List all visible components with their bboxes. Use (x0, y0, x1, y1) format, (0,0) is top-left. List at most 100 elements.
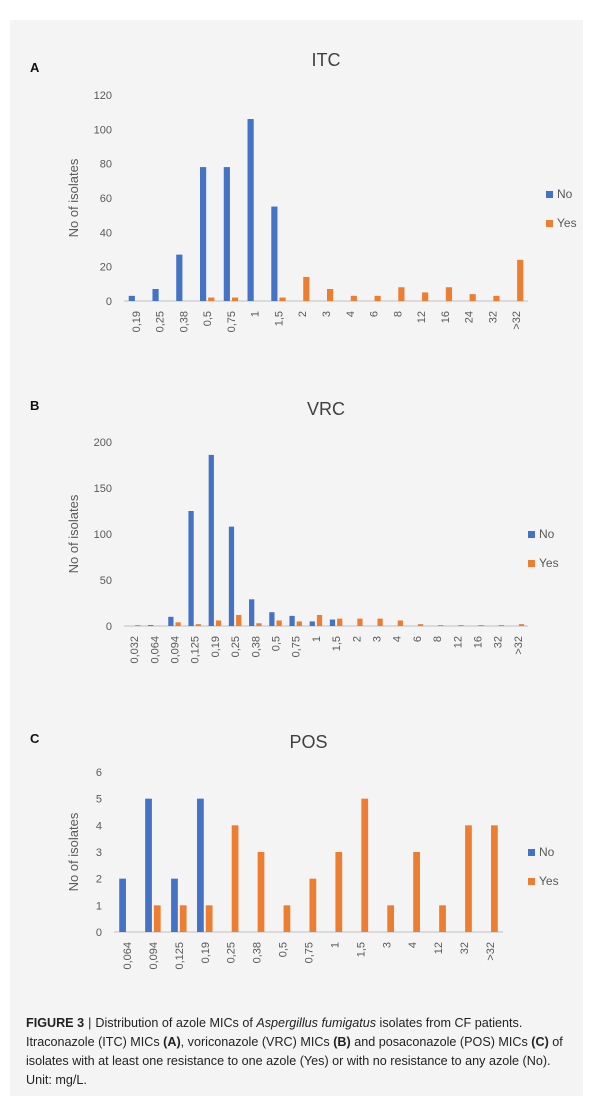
bar-yes (309, 878, 317, 932)
bar-yes (357, 618, 363, 626)
x-tick-label: 32 (459, 942, 471, 954)
figure-panel (10, 20, 583, 1096)
bar-no (223, 167, 230, 301)
bar-yes (439, 905, 446, 932)
x-tick-label: 0,5 (271, 636, 283, 651)
bar-no (309, 621, 315, 626)
bar-yes (337, 618, 343, 626)
bar-no (208, 454, 214, 626)
bar-yes (493, 295, 500, 301)
x-tick-label: 12 (416, 311, 428, 323)
x-tick-label: 24 (464, 311, 476, 323)
x-tick-label: 1,5 (273, 311, 285, 326)
bar-yes (377, 618, 383, 626)
x-tick-label: 4 (407, 942, 419, 948)
bar-yes (327, 288, 334, 301)
x-tick-label: >32 (511, 311, 523, 330)
bar-yes (478, 625, 484, 626)
bar-yes (231, 825, 239, 932)
y-axis-label: No of isolates (66, 158, 81, 237)
y-tick-label: 80 (100, 159, 112, 171)
panel-letter-b: B (30, 398, 40, 413)
x-tick-label: 3 (372, 636, 384, 642)
y-tick-label: 50 (100, 575, 112, 587)
chart-title: VRC (307, 399, 345, 419)
y-tick-label: 20 (100, 262, 112, 274)
x-tick-label: 1 (250, 311, 262, 317)
bar-yes (350, 295, 357, 301)
y-tick-label: 4 (96, 820, 102, 832)
y-tick-label: 200 (94, 437, 112, 449)
x-tick-label: 0,25 (155, 311, 167, 332)
bar-yes (296, 621, 302, 626)
x-tick-label: 0,38 (252, 942, 264, 963)
x-tick-label: >32 (513, 636, 525, 655)
caption-species: Aspergillus fumigatus (256, 1016, 377, 1030)
bar-no (148, 625, 154, 626)
bar-no (145, 798, 152, 932)
x-tick-label: 0,094 (148, 942, 160, 970)
bar-yes (153, 905, 161, 932)
x-tick-label: 4 (345, 311, 357, 317)
bar-yes (469, 294, 476, 301)
chart-title: ITC (312, 50, 341, 70)
y-tick-label: 150 (94, 483, 112, 495)
legend-swatch-no (528, 531, 535, 538)
chart-title: POS (289, 732, 327, 752)
legend-swatch-yes (546, 220, 553, 227)
x-tick-label: 0,5 (278, 942, 290, 957)
x-tick-label: 0,75 (291, 636, 303, 657)
bar-no (188, 511, 194, 626)
x-tick-label: 32 (493, 636, 505, 648)
bar-no (128, 295, 135, 301)
x-tick-label: 0,75 (304, 942, 316, 963)
x-tick-label: 0,125 (174, 942, 186, 970)
bar-yes (517, 259, 524, 301)
x-tick-label: 32 (487, 311, 499, 323)
y-tick-label: 3 (96, 847, 102, 859)
bar-yes (179, 905, 187, 932)
y-tick-label: 0 (96, 927, 102, 939)
bar-no (249, 599, 255, 626)
bar-yes (465, 825, 472, 932)
y-tick-label: 0 (106, 621, 112, 633)
bar-no (199, 167, 207, 301)
panel-letter-c: C (30, 731, 40, 746)
y-tick-label: 5 (96, 794, 102, 806)
x-tick-label: 1,5 (331, 636, 343, 651)
bar-no (176, 254, 183, 301)
y-tick-label: 6 (96, 767, 102, 779)
y-tick-label: 100 (94, 124, 112, 136)
x-tick-label: 2 (351, 636, 363, 642)
x-tick-label: 4 (392, 636, 404, 642)
x-tick-label: 0,5 (202, 311, 214, 326)
bar-yes (276, 620, 282, 626)
bar-no (171, 878, 178, 932)
caption-text-5: of isolates with at least one resistance… (26, 1035, 563, 1087)
figure-label: FIGURE 3 (26, 1016, 85, 1030)
bar-no (119, 878, 126, 932)
bar-yes (205, 905, 213, 932)
x-tick-label: 0,19 (131, 311, 143, 332)
chart-itc: ITC 0 20 40 60 80 100 120 No of isolates 0,19 0,25… (66, 50, 577, 332)
caption-text-2: isolates from CF patients. Itraconazole … (26, 1016, 523, 1049)
x-tick-label: 0,19 (210, 636, 222, 657)
bar-yes (135, 625, 141, 626)
x-tick-label: 6 (412, 636, 424, 642)
legend-label-yes: Yes (539, 556, 559, 570)
legend-label-no: No (539, 527, 555, 541)
legend-swatch-yes (528, 560, 535, 567)
bar-yes (491, 825, 498, 932)
legend-label-yes: Yes (557, 216, 577, 230)
x-tick-label: 0,38 (250, 636, 262, 657)
bar-yes (195, 624, 201, 626)
figure-caption: FIGURE 3 | Distribution of azole MICs of A… (26, 1014, 571, 1090)
y-tick-label: 40 (100, 227, 112, 239)
bar-yes (303, 276, 310, 301)
caption-ref-c: (C) (531, 1035, 549, 1049)
bar-yes (417, 624, 424, 626)
y-tick-label: 120 (94, 90, 112, 102)
bar-yes (208, 297, 215, 301)
bar-no (329, 619, 336, 626)
